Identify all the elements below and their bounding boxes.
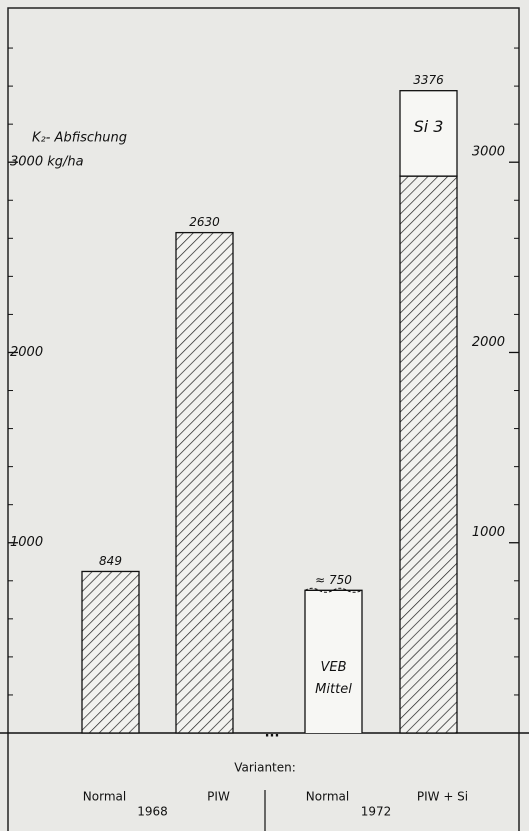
total-label: 3376: [413, 73, 444, 87]
x-tick-label: Normal: [306, 790, 349, 804]
y2-tick-label: 3000: [472, 145, 505, 160]
bar-approx-top: [304, 587, 363, 593]
y-tick-label: 2000: [10, 345, 43, 360]
x-tick-label: Normal: [83, 790, 126, 804]
bar: [175, 231, 234, 734]
y-tick-label: 3000 kg/ha: [10, 155, 84, 170]
y2-tick-label: 2000: [472, 335, 505, 350]
bar: [304, 589, 363, 733]
bar: [399, 90, 458, 177]
x-tick-label: PIW + Si: [417, 790, 468, 804]
value-label: 2630: [189, 215, 220, 229]
value-label: ≈ 750: [315, 573, 352, 587]
y2-tick-label: 1000: [472, 525, 505, 540]
bar: [81, 570, 140, 734]
bar: [399, 175, 458, 734]
y-tick-label: 1000: [10, 535, 43, 550]
y-axis-label: K₂- Abfischung: [32, 131, 127, 146]
x-axis-title: Varianten:: [234, 761, 296, 775]
frame: [7, 7, 520, 831]
bar-annotation: VEB Mittel: [315, 660, 352, 697]
value-label: 849: [99, 554, 122, 568]
x-tick-label: PIW: [207, 790, 230, 804]
segment-label: Si 3: [414, 117, 444, 136]
group-label: 1968: [137, 805, 168, 819]
group-label: 1972: [361, 805, 392, 819]
axis-break: ...: [265, 726, 280, 741]
